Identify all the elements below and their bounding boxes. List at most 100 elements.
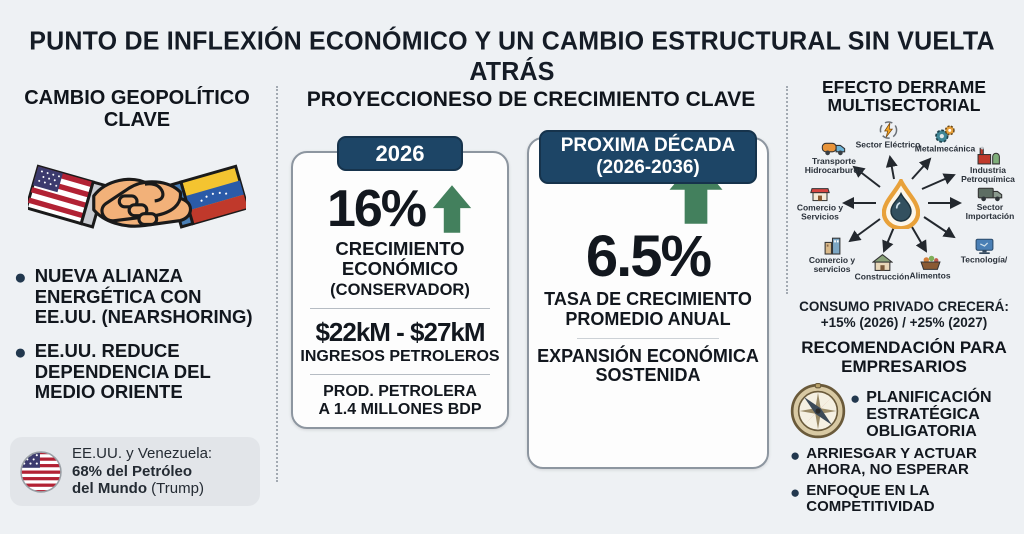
consumo-line2: +15% (2026) / +25% (2027) <box>820 314 988 330</box>
card-2026: 2026 16% CRECIMIENTO ECONÓMICO (CONSERVA… <box>291 136 509 429</box>
note-line3-normal: (Trump) <box>151 480 204 498</box>
sector-label: Comercio y Servicios <box>796 202 844 222</box>
oil-share-note: EE.UU. y Venezuela: 68% del Petróleo del… <box>10 437 260 507</box>
badge-2026: 2026 <box>337 136 463 172</box>
list-item: ● EE.UU. REDUCE DEPENDENCIA DEL MEDIO OR… <box>14 341 266 402</box>
sector-label: Alimentos <box>909 270 951 281</box>
geopolitical-heading: CAMBIO GEOPOLÍTICO CLAVE <box>24 87 250 131</box>
up-arrow-icon <box>432 185 472 233</box>
multisector-heading-line1: EFECTO DERRAME <box>822 77 986 97</box>
decade-sublabel-line2: SOSTENIDA <box>595 365 701 386</box>
list-item: ● NUEVA ALIANZA ENERGÉTICA CON EE.UU. (N… <box>14 266 266 327</box>
sector-label: Comercio y servicios <box>808 254 856 274</box>
private-consumption-stat: CONSUMO PRIVADO CRECERÁ: +15% (2026) / +… <box>790 299 1018 331</box>
section-multisector: EFECTO DERRAME MULTISECTORIAL <box>790 78 1018 519</box>
sector-node: Comercio y servicios <box>799 236 865 274</box>
computer-icon <box>975 238 993 254</box>
consumo-line1: CONSUMO PRIVADO CRECERÁ: <box>799 298 1009 314</box>
divider <box>310 373 490 375</box>
multisector-heading: EFECTO DERRAME MULTISECTORIAL <box>790 78 1018 115</box>
sector-node: Industria Petroquímica <box>955 146 1021 184</box>
recommendation-heading: RECOMENDACIÓN PARA EMPRESARIOS <box>801 338 1007 376</box>
badge-decade: PROXIMA DÉCADA (2026-2036) <box>539 130 757 184</box>
handshake-illustration <box>8 137 266 258</box>
sector-node: Transporte Hidrocarburos <box>801 139 867 175</box>
note-line3-bold: del Mundo <box>72 480 147 498</box>
gears-icon <box>935 125 955 143</box>
bullet-text: NUEVA ALIANZA ENERGÉTICA CON EE.UU. (NEA… <box>34 265 253 327</box>
lightning-icon <box>879 120 897 139</box>
bullet-text: ENFOQUE EN LA COMPETITIVIDAD <box>806 481 935 515</box>
factory-icon <box>977 146 1000 165</box>
column-divider-left <box>276 86 278 482</box>
bullet-text: PLANIFICACIÓN ESTRATÉGICA OBLIGATORIA <box>866 388 992 441</box>
buildings-icon <box>824 237 840 255</box>
decade-label-line2: PROMEDIO ANUAL <box>565 308 731 329</box>
section-geopolitical: CAMBIO GEOPOLÍTICO CLAVE <box>8 87 266 416</box>
sector-label: Sector Eléctrico <box>855 139 921 150</box>
usa-venezuela-handshake-icon <box>24 164 250 229</box>
prod-line2: A 1.4 MILLONES BDP <box>318 400 482 418</box>
bullet-dot: ● <box>790 446 801 466</box>
house-icon <box>871 253 893 271</box>
decade-growth-value: 6.5% <box>585 224 712 289</box>
bullet-text: ARRIESGAR Y ACTUAR AHORA, NO ESPERAR <box>806 445 977 479</box>
note-line1: EE.UU. y Venezuela: <box>72 445 213 462</box>
bullet-text: EE.UU. REDUCE DEPENDENCIA DEL MEDIO ORIE… <box>34 340 211 402</box>
oil-drop-icon <box>881 176 921 234</box>
storefront-icon <box>810 187 830 201</box>
food-basket-icon <box>919 255 941 270</box>
list-item: ● ENFOQUE EN LA COMPETITIVIDAD <box>790 481 1018 515</box>
section-projections: PROYECCIONESO DE CRECIMIENTO CLAVE 2026 … <box>283 88 779 469</box>
prod-line1: PROD. PETROLERA <box>323 382 477 400</box>
badge-decade-line2: (2026-2036) <box>596 156 700 178</box>
list-item: ● ARRIESGAR Y ACTUAR AHORA, NO ESPERAR <box>790 445 1018 479</box>
sector-node: Construcción <box>849 252 915 281</box>
decade-sublabel-line1: EXPANSIÓN ECONÓMICA <box>537 345 759 366</box>
geopolitical-bullet-list: ● NUEVA ALIANZA ENERGÉTICA CON EE.UU. (N… <box>8 266 266 402</box>
bullet-dot: ● <box>790 482 801 502</box>
sector-label: Transporte Hidrocarburos <box>804 155 864 175</box>
growth-sublabel: (CONSERVADOR) <box>330 280 470 299</box>
decade-label-line1: TASA DE CRECIMIENTO <box>544 289 752 309</box>
growth-label-line2: ECONÓMICO <box>341 257 459 279</box>
page-title: PUNTO DE INFLEXIÓN ECONÓMICO Y UN CAMBIO… <box>29 26 995 87</box>
oil-income-label: INGRESOS PETROLEROS <box>300 347 500 365</box>
sector-node: Metalmecánica <box>912 124 978 153</box>
sector-label: Industria Petroquímica <box>961 164 1015 184</box>
tanker-truck-icon <box>821 142 846 155</box>
oil-share-text: EE.UU. y Venezuela: 68% del Petróleo del… <box>72 445 212 498</box>
column-divider-right <box>786 86 788 294</box>
compass-icon <box>790 382 846 438</box>
sector-label: Sector Importación <box>965 201 1015 221</box>
sector-node: Sector Eléctrico <box>855 120 921 149</box>
sector-node: Tecnología/ <box>951 237 1017 264</box>
sector-label: Metalmecánica <box>914 143 976 154</box>
list-item: ● PLANIFICACIÓN ESTRATÉGICA OBLIGATORIA <box>850 389 1018 441</box>
projections-heading: PROYECCIONESO DE CRECIMIENTO CLAVE <box>306 88 756 111</box>
divider <box>576 337 720 339</box>
bullet-dot: ● <box>14 266 27 290</box>
sector-node: Comercio y Servicios <box>787 184 853 221</box>
bullet-dot: ● <box>850 388 861 408</box>
recommendation-row: ● PLANIFICACIÓN ESTRATÉGICA OBLIGATORIA <box>790 382 1018 445</box>
card-decade: PROXIMA DÉCADA (2026-2036) 6.5% TASA DE … <box>527 130 769 469</box>
bullet-dot: ● <box>14 341 27 365</box>
divider <box>310 307 490 309</box>
recommendation-bullet-list: ● ARRIESGAR Y ACTUAR AHORA, NO ESPERAR ●… <box>790 446 1018 515</box>
sector-node: Alimentos <box>897 253 963 280</box>
multisector-heading-line2: MULTISECTORIAL <box>827 95 981 116</box>
oil-income-range: $22kM - $27kM <box>315 316 485 347</box>
spillover-hub-diagram: Transporte Hidrocarburos Sector Eléctric… <box>790 117 1018 295</box>
growth-label-line1: CRECIMIENTO <box>335 238 465 259</box>
us-flag-icon <box>20 450 62 493</box>
growth-2026-value: 16% <box>326 180 427 238</box>
sector-node: Sector Importación <box>957 185 1023 221</box>
hub-arrows <box>842 154 962 253</box>
badge-decade-line1: PROXIMA DÉCADA <box>560 135 736 156</box>
sector-label: Construcción <box>854 271 910 282</box>
note-line2: 68% del Petróleo <box>72 462 193 480</box>
cargo-truck-icon <box>977 187 1003 201</box>
sector-label: Tecnología/ <box>960 254 1008 265</box>
